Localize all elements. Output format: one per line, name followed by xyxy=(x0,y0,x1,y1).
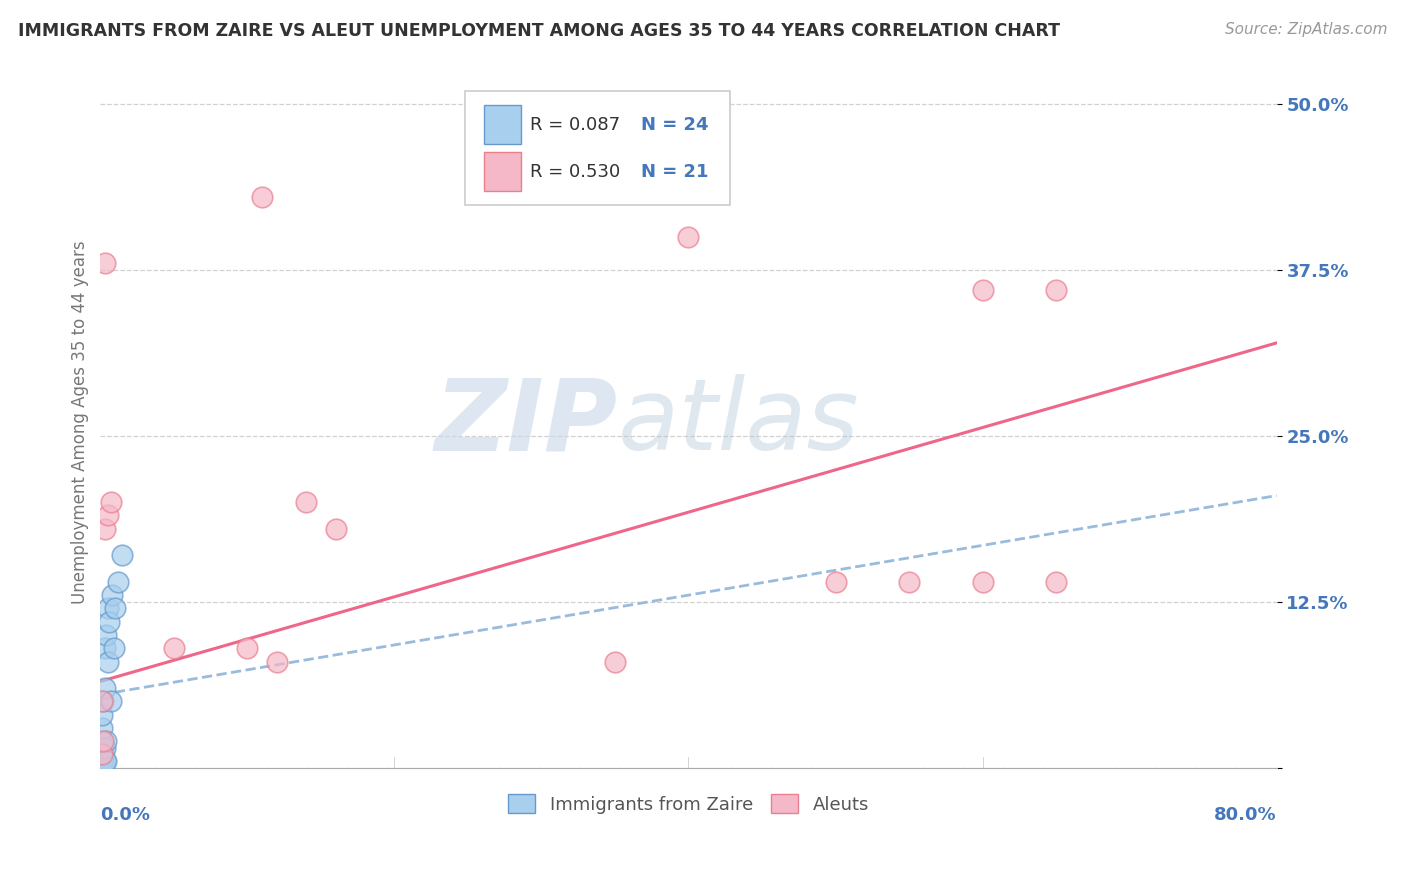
Point xyxy=(603,655,626,669)
Point xyxy=(295,495,318,509)
Point xyxy=(103,641,125,656)
Point xyxy=(96,628,118,642)
Point xyxy=(97,508,120,523)
Point xyxy=(96,734,118,748)
Text: N = 24: N = 24 xyxy=(641,116,709,134)
Point xyxy=(972,574,994,589)
Point xyxy=(90,734,112,748)
Point xyxy=(97,655,120,669)
Point xyxy=(824,574,846,589)
Y-axis label: Unemployment Among Ages 35 to 44 years: Unemployment Among Ages 35 to 44 years xyxy=(72,241,89,605)
Point xyxy=(91,694,114,708)
Point xyxy=(94,681,117,695)
Point xyxy=(90,721,112,735)
Point xyxy=(90,747,112,762)
Point xyxy=(678,229,700,244)
Point xyxy=(236,641,259,656)
Point xyxy=(90,747,112,762)
Point xyxy=(250,190,273,204)
Point xyxy=(100,694,122,708)
Point xyxy=(266,655,288,669)
Point xyxy=(90,754,112,768)
FancyBboxPatch shape xyxy=(484,105,522,145)
Legend: Immigrants from Zaire, Aleuts: Immigrants from Zaire, Aleuts xyxy=(501,787,876,821)
Point xyxy=(91,734,114,748)
Text: Source: ZipAtlas.com: Source: ZipAtlas.com xyxy=(1225,22,1388,37)
Point xyxy=(90,694,112,708)
Point xyxy=(91,747,114,762)
Point xyxy=(91,754,114,768)
Point xyxy=(94,754,117,768)
Point xyxy=(1045,283,1067,297)
Text: IMMIGRANTS FROM ZAIRE VS ALEUT UNEMPLOYMENT AMONG AGES 35 TO 44 YEARS CORRELATIO: IMMIGRANTS FROM ZAIRE VS ALEUT UNEMPLOYM… xyxy=(18,22,1060,40)
Point xyxy=(101,588,124,602)
Point xyxy=(111,549,134,563)
Point xyxy=(972,283,994,297)
Text: atlas: atlas xyxy=(617,374,859,471)
Text: 80.0%: 80.0% xyxy=(1213,805,1277,823)
Point xyxy=(107,574,129,589)
Text: 0.0%: 0.0% xyxy=(100,805,150,823)
Point xyxy=(96,754,118,768)
Point xyxy=(94,641,117,656)
Point xyxy=(94,740,117,755)
Point xyxy=(97,601,120,615)
Text: R = 0.087: R = 0.087 xyxy=(530,116,620,134)
Point xyxy=(325,522,347,536)
Point xyxy=(104,601,127,615)
Point xyxy=(100,495,122,509)
Point xyxy=(898,574,921,589)
FancyBboxPatch shape xyxy=(484,152,522,192)
Text: R = 0.530: R = 0.530 xyxy=(530,162,620,181)
Text: N = 21: N = 21 xyxy=(641,162,709,181)
Point xyxy=(98,615,121,629)
Point xyxy=(163,641,186,656)
FancyBboxPatch shape xyxy=(465,91,730,205)
Point xyxy=(94,256,117,270)
Point xyxy=(90,707,112,722)
Point xyxy=(94,522,117,536)
Point xyxy=(1045,574,1067,589)
Text: ZIP: ZIP xyxy=(434,374,617,471)
